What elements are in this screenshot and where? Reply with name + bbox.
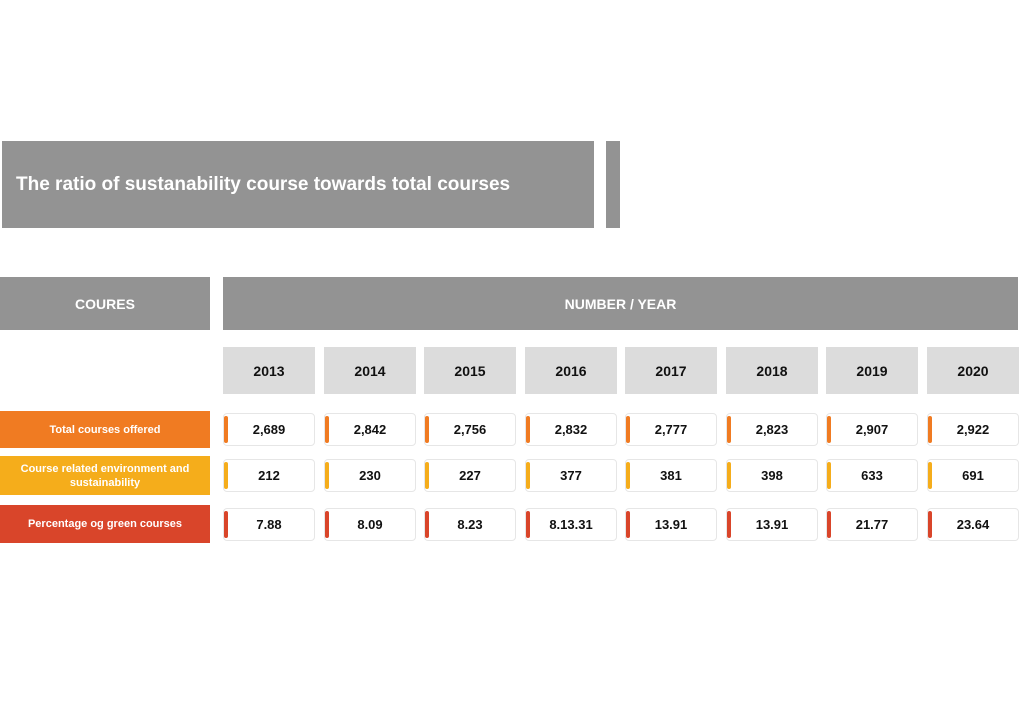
- value-text: 691: [962, 468, 984, 483]
- value-text: 2,842: [353, 422, 387, 437]
- value-cell-accent: [827, 462, 831, 489]
- value-cell-r3-2019: 21.77: [826, 508, 918, 541]
- value-text: 2,832: [554, 422, 588, 437]
- value-cell-r1-2017: 2,777: [625, 413, 717, 446]
- title-accent-bar: [606, 141, 620, 228]
- value-text: 2,922: [956, 422, 990, 437]
- value-text: 633: [861, 468, 883, 483]
- value-cell-accent: [224, 511, 228, 538]
- value-cell-r3-2016: 8.13.31: [525, 508, 617, 541]
- value-cell-accent: [626, 462, 630, 489]
- year-cell-2018: 2018: [726, 347, 818, 394]
- value-text: 13.91: [654, 517, 688, 532]
- value-cell-accent: [325, 416, 329, 443]
- value-cell-accent: [224, 416, 228, 443]
- year-cell-2019: 2019: [826, 347, 918, 394]
- value-cell-accent: [827, 511, 831, 538]
- year-cell-2015: 2015: [424, 347, 516, 394]
- value-text: 2,777: [654, 422, 688, 437]
- value-text: 8.23: [457, 517, 483, 532]
- value-cell-r3-2015: 8.23: [424, 508, 516, 541]
- row-header: COURES: [0, 277, 210, 330]
- value-cell-accent: [325, 462, 329, 489]
- value-cell-r3-2013: 7.88: [223, 508, 315, 541]
- value-cell-accent: [928, 511, 932, 538]
- value-text: 23.64: [956, 517, 990, 532]
- value-text: 2,823: [755, 422, 789, 437]
- value-cell-r2-2016: 377: [525, 459, 617, 492]
- value-cell-r2-2018: 398: [726, 459, 818, 492]
- value-text: 212: [258, 468, 280, 483]
- value-cell-r3-2018: 13.91: [726, 508, 818, 541]
- value-text: 381: [660, 468, 682, 483]
- value-cell-accent: [526, 511, 530, 538]
- value-cell-accent: [526, 416, 530, 443]
- value-cell-r2-2017: 381: [625, 459, 717, 492]
- value-cell-r1-2015: 2,756: [424, 413, 516, 446]
- value-cell-accent: [727, 511, 731, 538]
- value-cell-r2-2019: 633: [826, 459, 918, 492]
- value-cell-r2-2014: 230: [324, 459, 416, 492]
- value-cell-r1-2018: 2,823: [726, 413, 818, 446]
- value-cell-r3-2014: 8.09: [324, 508, 416, 541]
- chart-title: The ratio of sustanability course toward…: [2, 141, 594, 228]
- year-cell-2014: 2014: [324, 347, 416, 394]
- value-cell-accent: [727, 462, 731, 489]
- value-cell-r1-2020: 2,922: [927, 413, 1019, 446]
- value-cell-r1-2014: 2,842: [324, 413, 416, 446]
- value-cell-accent: [425, 511, 429, 538]
- value-cell-accent: [928, 462, 932, 489]
- value-cell-r3-2017: 13.91: [625, 508, 717, 541]
- value-text: 2,907: [855, 422, 889, 437]
- column-header: NUMBER / YEAR: [223, 277, 1018, 330]
- value-text: 21.77: [855, 517, 889, 532]
- value-cell-r1-2016: 2,832: [525, 413, 617, 446]
- column-header-text: NUMBER / YEAR: [564, 295, 677, 312]
- value-cell-accent: [626, 511, 630, 538]
- year-cell-2013: 2013: [223, 347, 315, 394]
- value-text: 2,756: [453, 422, 487, 437]
- year-cell-2017: 2017: [625, 347, 717, 394]
- value-cell-r2-2020: 691: [927, 459, 1019, 492]
- value-text: 2,689: [252, 422, 286, 437]
- row-label-1: Total courses offered: [0, 411, 210, 448]
- value-cell-r2-2013: 212: [223, 459, 315, 492]
- value-text: 398: [761, 468, 783, 483]
- row-label-3: Percentage og green courses: [0, 505, 210, 543]
- value-cell-r1-2013: 2,689: [223, 413, 315, 446]
- value-cell-accent: [827, 416, 831, 443]
- value-cell-accent: [425, 462, 429, 489]
- value-text: 7.88: [256, 517, 282, 532]
- value-cell-accent: [325, 511, 329, 538]
- value-cell-accent: [224, 462, 228, 489]
- value-text: 227: [459, 468, 481, 483]
- value-text: 230: [359, 468, 381, 483]
- value-text: 8.09: [357, 517, 383, 532]
- value-text: 8.13.31: [549, 517, 593, 532]
- row-label-2: Course related environment and sustainab…: [0, 456, 210, 495]
- value-cell-accent: [425, 416, 429, 443]
- value-cell-r3-2020: 23.64: [927, 508, 1019, 541]
- value-cell-accent: [626, 416, 630, 443]
- value-cell-accent: [526, 462, 530, 489]
- value-text: 377: [560, 468, 582, 483]
- value-text: 13.91: [755, 517, 789, 532]
- year-cell-2020: 2020: [927, 347, 1019, 394]
- value-cell-accent: [928, 416, 932, 443]
- value-cell-r2-2015: 227: [424, 459, 516, 492]
- row-header-text: COURES: [75, 295, 135, 312]
- value-cell-accent: [727, 416, 731, 443]
- chart-title-text: The ratio of sustanability course toward…: [16, 173, 511, 195]
- year-cell-2016: 2016: [525, 347, 617, 394]
- value-cell-r1-2019: 2,907: [826, 413, 918, 446]
